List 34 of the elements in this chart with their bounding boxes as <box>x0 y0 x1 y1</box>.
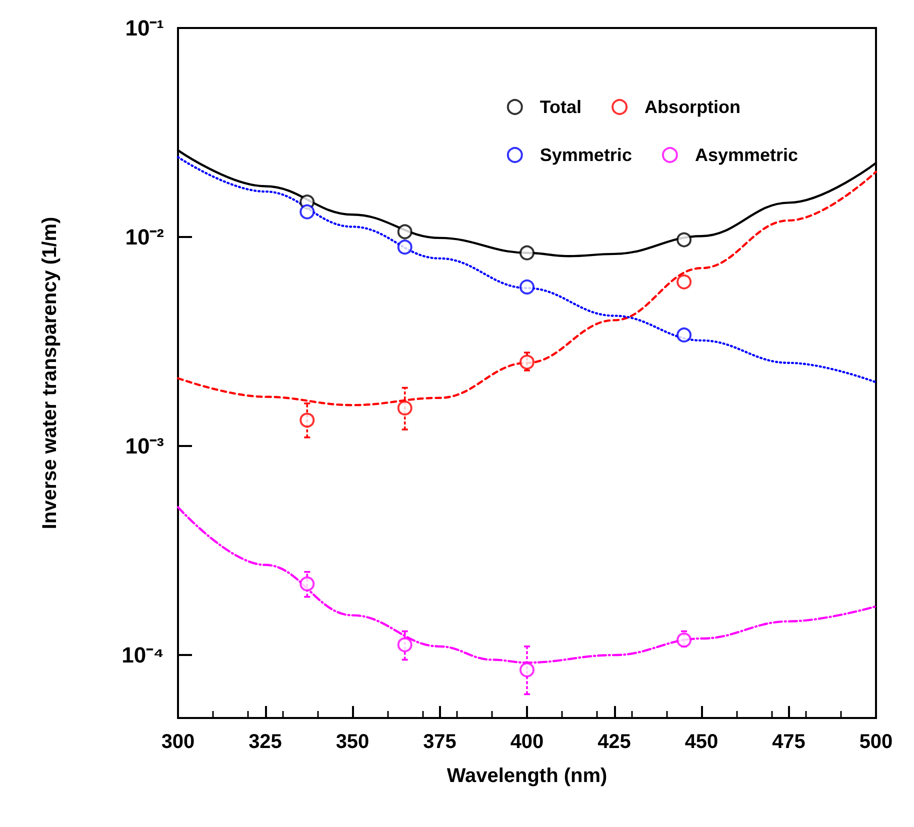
y-axis-title: Inverse water transparency (1/m) <box>39 216 61 530</box>
point <box>676 632 692 648</box>
y-tick-label: 10⁻¹ <box>125 16 164 40</box>
point <box>300 412 315 428</box>
point <box>676 232 692 248</box>
point <box>397 637 412 652</box>
x-tick-label: 450 <box>684 731 718 753</box>
point <box>676 274 692 290</box>
point <box>397 400 412 416</box>
legend-label: Asymmetric <box>694 145 798 165</box>
x-tick-label: 375 <box>423 731 456 753</box>
point <box>676 327 692 342</box>
x-tick-label: 350 <box>336 731 370 753</box>
x-tick-label: 500 <box>859 731 893 753</box>
legend-label: Absorption <box>644 97 741 117</box>
point <box>520 279 534 294</box>
point <box>520 662 534 678</box>
point <box>300 576 315 592</box>
x-tick-label: 325 <box>248 731 282 753</box>
y-tick-label: 10⁻² <box>125 224 164 250</box>
point <box>300 204 315 220</box>
point <box>397 224 412 240</box>
point <box>397 240 412 255</box>
legend-label: Total <box>540 97 582 117</box>
y-tick-label: 10⁻³ <box>125 434 164 459</box>
y-tick-label: 10⁻⁴ <box>122 642 164 668</box>
x-tick-label: 400 <box>510 731 544 753</box>
legend-label: Symmetric <box>540 145 632 165</box>
x-tick-label: 425 <box>598 731 631 753</box>
point <box>520 245 534 260</box>
x-tick-label: 300 <box>161 731 195 753</box>
point <box>520 354 534 370</box>
x-tick-label: 475 <box>772 731 806 753</box>
x-axis-title: Wavelength (nm) <box>446 765 608 787</box>
